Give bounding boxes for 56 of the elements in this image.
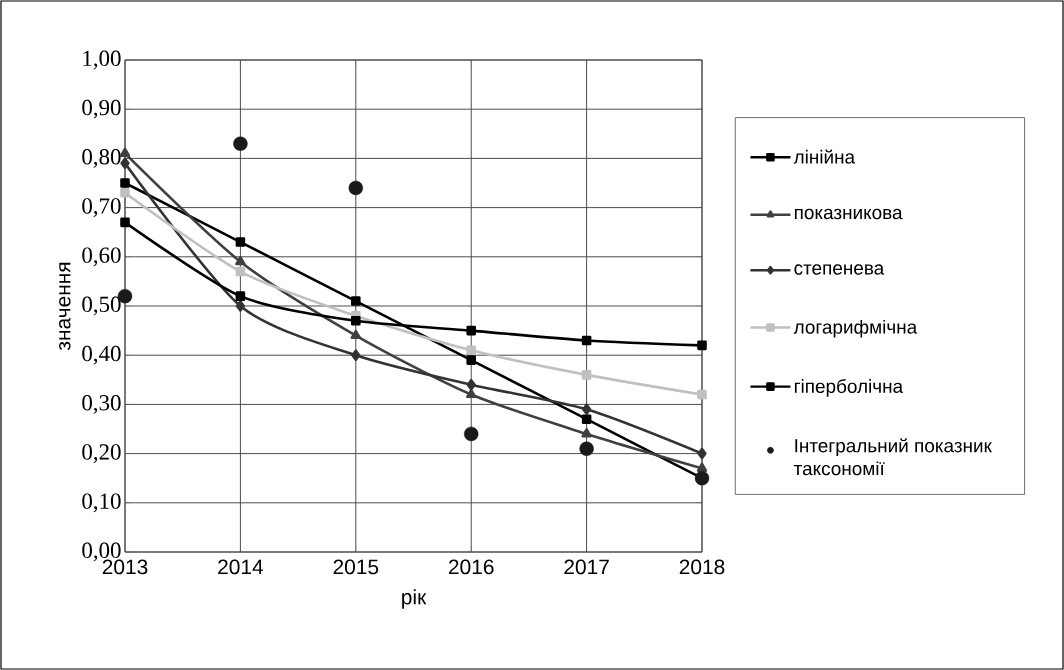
y-tick-label: 0,90 — [82, 99, 121, 119]
point — [235, 300, 246, 312]
point — [581, 335, 592, 346]
y-tick-label: 0,40 — [82, 345, 121, 365]
y-axis-title: значення — [59, 262, 71, 351]
y-tick-label: 0,60 — [82, 247, 121, 267]
point — [235, 266, 246, 277]
point — [581, 370, 592, 380]
point — [351, 349, 361, 361]
legend-label: логарифмічна — [793, 319, 918, 338]
x-tick-label: 2013 — [102, 559, 148, 575]
y-tick-label: 0,70 — [82, 198, 121, 217]
point — [697, 340, 707, 351]
point — [351, 296, 361, 306]
point — [351, 315, 361, 326]
point — [464, 426, 479, 442]
point — [697, 389, 707, 400]
legend-label: показникова — [794, 208, 903, 220]
point — [348, 180, 363, 196]
y-tick-label: 0,30 — [82, 395, 121, 414]
point — [697, 447, 707, 460]
legend-label: степенева — [794, 264, 885, 275]
point — [350, 329, 361, 340]
point — [579, 441, 594, 456]
y-tick-label: 0,50 — [82, 296, 121, 316]
y-tick-label: 1,00 — [83, 50, 121, 70]
legend-label: лінійна — [793, 149, 856, 164]
x-tick-label: 2017 — [564, 559, 609, 575]
point — [696, 462, 708, 472]
point — [235, 237, 246, 247]
x-tick-label: 2018 — [679, 559, 725, 575]
point — [120, 188, 130, 198]
x-tick-label: 2014 — [218, 559, 264, 575]
point — [120, 217, 130, 228]
point — [466, 325, 476, 336]
point — [581, 403, 592, 416]
point — [120, 157, 130, 170]
point — [466, 378, 476, 391]
point — [581, 428, 592, 438]
legend-label: гіперболічна — [794, 378, 904, 397]
y-tick-label: 0,00 — [82, 542, 121, 562]
x-tick-label: 2016 — [448, 559, 494, 575]
point — [235, 291, 246, 301]
point — [466, 345, 476, 356]
x-tick-label: 2015 — [333, 559, 379, 575]
x-axis-title: рік — [402, 589, 427, 609]
y-tick-label: 0,20 — [82, 444, 121, 463]
point — [466, 388, 477, 399]
point — [581, 414, 592, 424]
y-tick-label: 0,10 — [82, 493, 121, 513]
y-tick-label: 0,80 — [82, 149, 121, 168]
point — [235, 255, 246, 266]
point — [466, 355, 476, 365]
point — [120, 178, 130, 188]
legend-label: Інтегральний показник таксономії — [793, 438, 992, 476]
point — [233, 136, 248, 151]
